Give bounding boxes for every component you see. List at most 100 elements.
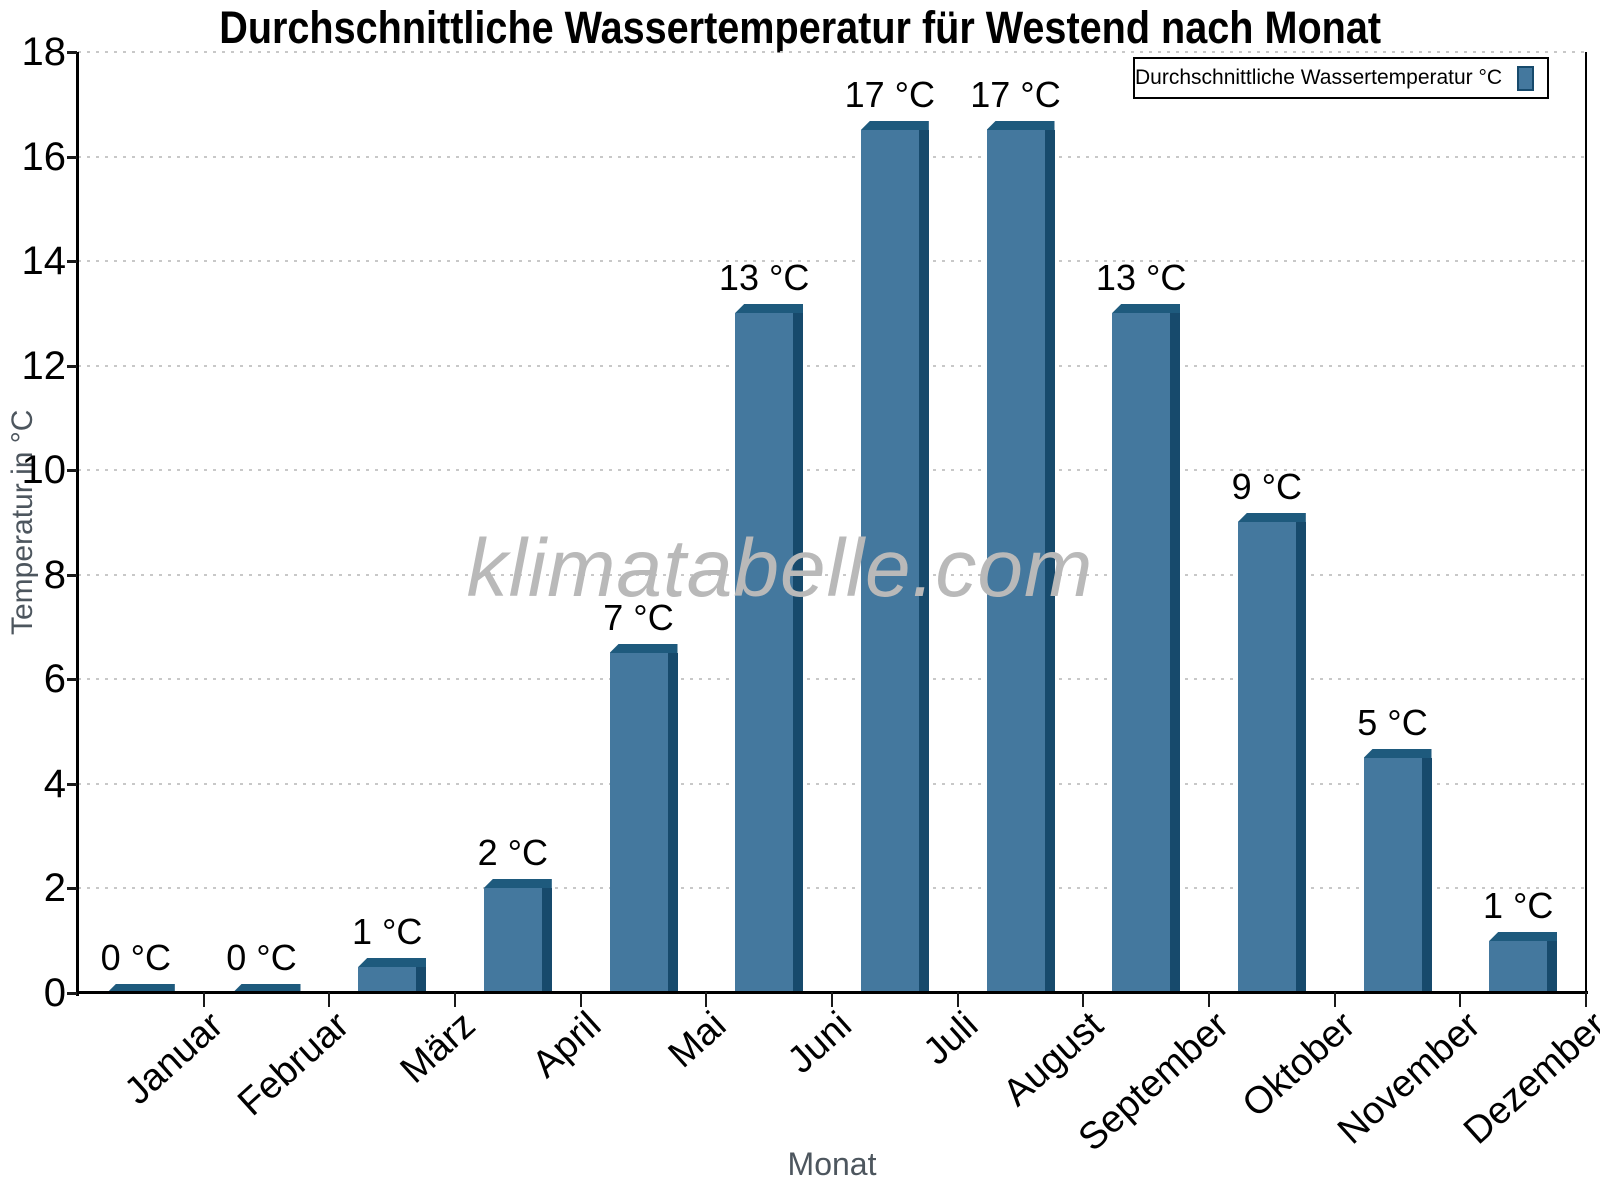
bar-top-face <box>609 644 678 653</box>
x-tick-3 <box>454 992 456 1007</box>
plot-right-border <box>1585 52 1587 993</box>
gridline-4 <box>78 782 1586 785</box>
y-tick-8 <box>67 573 77 577</box>
bar-body <box>735 313 804 993</box>
gridline-10 <box>78 469 1586 472</box>
x-tick-label-marz: März <box>392 1004 484 1092</box>
chart-title-text: Durchschnittliche Wassertemperatur für W… <box>219 2 1381 53</box>
bar-top-face <box>232 984 301 993</box>
y-tick-label-14: 14 <box>21 239 67 284</box>
y-tick-label-10: 10 <box>21 448 67 493</box>
x-axis-title: Monat <box>787 1146 877 1182</box>
bar-januar <box>106 984 175 993</box>
bar-value-label-marz: 1 °C <box>351 911 423 952</box>
bar-value-label-oktober: 9 °C <box>1231 466 1303 507</box>
bar-front-face <box>735 313 794 993</box>
bar-value-label-juni: 13 °C <box>718 257 810 298</box>
x-tick-label-januar: Januar <box>117 1004 232 1113</box>
bar-body <box>1237 522 1306 993</box>
bar-top-face <box>1489 932 1558 941</box>
y-tick-label-16: 16 <box>21 134 67 179</box>
y-tick-18 <box>67 51 77 54</box>
bar-mai <box>609 644 678 993</box>
bar-right-face <box>1547 941 1558 993</box>
bar-top-face <box>358 958 427 967</box>
bar-body <box>1112 313 1181 993</box>
gridline-6 <box>78 678 1586 681</box>
gridline-16 <box>78 155 1586 158</box>
y-tick-16 <box>67 155 77 159</box>
gridline-18 <box>78 51 1586 53</box>
y-tick-2 <box>67 887 77 891</box>
y-tick-label-4: 4 <box>43 761 66 806</box>
bar-value-label-april: 2 °C <box>477 832 549 873</box>
bar-right-face <box>918 130 929 993</box>
bar-body <box>986 130 1055 993</box>
bar-top-face <box>1112 304 1181 313</box>
bar-right-face <box>1170 313 1181 993</box>
bar-right-face <box>1044 130 1055 993</box>
plot-area: 0 °C 0 °C 1 °C 2 °C 7 °C 13 °C 17 °C 17 °C 13 °C… <box>78 51 1586 993</box>
bar-right-face <box>416 967 427 993</box>
bar-top-face <box>106 984 175 993</box>
bar-body <box>358 967 427 993</box>
y-tick-10 <box>67 469 77 473</box>
gridline-14 <box>78 260 1586 263</box>
bar-value-label-februar: 0 °C <box>226 937 297 978</box>
bar-top-face <box>986 121 1055 130</box>
x-tick-5 <box>705 992 708 1007</box>
bar-front-face <box>860 130 919 993</box>
bar-body <box>1363 758 1432 993</box>
y-tick-label-18: 18 <box>21 30 67 74</box>
bar-front-face <box>1363 758 1422 993</box>
bar-september <box>1112 304 1181 993</box>
bar-dezember <box>1489 932 1558 993</box>
x-tick-label-august: August <box>995 1004 1112 1115</box>
bar-right-face <box>1295 522 1306 993</box>
bar-body <box>483 888 552 993</box>
legend: Durchschnittliche Wassertemperatur °C <box>1133 57 1549 99</box>
y-tick-14 <box>67 260 77 264</box>
x-tick-7 <box>956 992 959 1007</box>
y-axis-title: Temperatur in °C <box>6 409 39 636</box>
x-tick-4 <box>579 992 582 1007</box>
bar-juni <box>735 304 804 993</box>
gridline-12 <box>78 364 1586 367</box>
bar-april <box>483 879 552 993</box>
y-tick-0 <box>67 992 77 995</box>
bar-marz <box>358 958 427 993</box>
y-tick-12 <box>67 364 77 368</box>
bar-right-face <box>667 653 678 993</box>
bar-value-label-januar: 0 °C <box>100 937 172 978</box>
x-tick-label-februar: Februar <box>230 1004 358 1125</box>
x-tick-6 <box>831 992 833 1007</box>
bar-front-face <box>358 967 417 993</box>
y-tick-4 <box>67 782 77 786</box>
bar-august <box>986 121 1055 993</box>
y-tick-label-8: 8 <box>43 552 66 597</box>
bar-body <box>860 130 929 993</box>
bar-oktober <box>1237 513 1306 993</box>
bar-value-label-november: 5 °C <box>1357 702 1428 743</box>
bar-front-face <box>1237 522 1296 993</box>
x-tick-10 <box>1333 992 1336 1007</box>
y-tick-label-6: 6 <box>43 657 66 702</box>
bar-top-face <box>1363 749 1432 758</box>
bar-front-face <box>483 888 542 993</box>
y-axis-line <box>76 52 79 996</box>
x-tick-9 <box>1208 992 1210 1007</box>
bar-top-face <box>483 879 552 888</box>
bar-right-face <box>1421 758 1432 993</box>
bar-body <box>609 653 678 993</box>
gridline-8 <box>78 573 1586 576</box>
bar-front-face <box>1489 941 1548 993</box>
bar-front-face <box>986 130 1045 993</box>
x-tick-12 <box>1585 992 1587 1007</box>
chart-title: Durchschnittliche Wassertemperatur für W… <box>0 2 1600 54</box>
bar-top-face <box>1237 513 1306 522</box>
x-tick-8 <box>1082 992 1085 1007</box>
bar-juli <box>860 121 929 993</box>
x-tick-label-april: April <box>524 1004 609 1087</box>
bar-front-face <box>609 653 668 993</box>
bar-value-label-mai: 7 °C <box>603 597 674 638</box>
